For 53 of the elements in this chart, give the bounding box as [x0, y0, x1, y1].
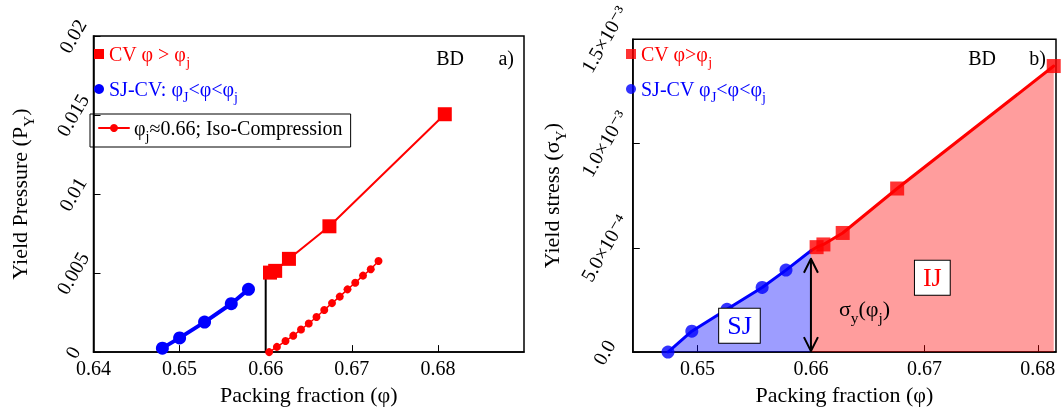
point: [328, 299, 336, 308]
point: [755, 280, 769, 294]
series-label: IJ: [922, 263, 942, 293]
point: [265, 348, 274, 357]
point: [359, 271, 367, 280]
x-tick-label: 0.66: [248, 357, 284, 380]
point: [272, 342, 281, 351]
x-tick-label: 0.65: [162, 357, 198, 380]
series-label: SJ: [726, 311, 752, 341]
x-tick-label: 0.65: [679, 357, 715, 380]
point: [778, 263, 792, 277]
point: [374, 257, 383, 266]
point: [322, 219, 337, 234]
point: [312, 313, 321, 322]
annotation: a): [498, 47, 515, 70]
point: [343, 285, 352, 294]
point: [289, 331, 298, 340]
point: [224, 297, 238, 311]
point: [155, 341, 169, 355]
point: [889, 181, 904, 196]
point: [241, 282, 255, 296]
point: [297, 325, 305, 334]
annotation: BD: [967, 47, 996, 69]
y-tick-label: 0.0: [587, 335, 620, 369]
x-tick-label: 0.68: [420, 357, 456, 380]
point: [304, 319, 313, 328]
point: [366, 265, 375, 274]
point: [335, 292, 344, 301]
annotation: b): [1028, 47, 1046, 70]
x-axis-title: Packing fraction (φ): [755, 381, 933, 407]
point: [437, 107, 452, 122]
point: [281, 251, 296, 266]
point: [320, 306, 329, 315]
x-tick-label: 0.67: [334, 357, 370, 380]
point: [268, 263, 283, 278]
y-tick-label: 0.02: [54, 15, 91, 57]
y-axis-title: Yield stress (σY): [538, 123, 568, 269]
y-axis-title: Yield Pressure (PY): [6, 108, 37, 280]
point: [815, 237, 830, 252]
x-tick-label: 0.68: [1019, 357, 1055, 380]
point: [173, 331, 187, 345]
point: [835, 225, 850, 240]
point: [281, 337, 290, 346]
point: [661, 345, 674, 359]
point: [198, 315, 212, 329]
point: [1046, 59, 1061, 74]
y-tick-label: 0.01: [54, 173, 91, 215]
annotation: BD: [436, 47, 465, 69]
x-tick-label: 0.67: [906, 357, 942, 380]
x-tick-label: 0.66: [792, 357, 828, 380]
x-axis-title: Packing fraction (φ): [219, 381, 398, 407]
point: [351, 278, 360, 287]
point: [684, 324, 698, 338]
